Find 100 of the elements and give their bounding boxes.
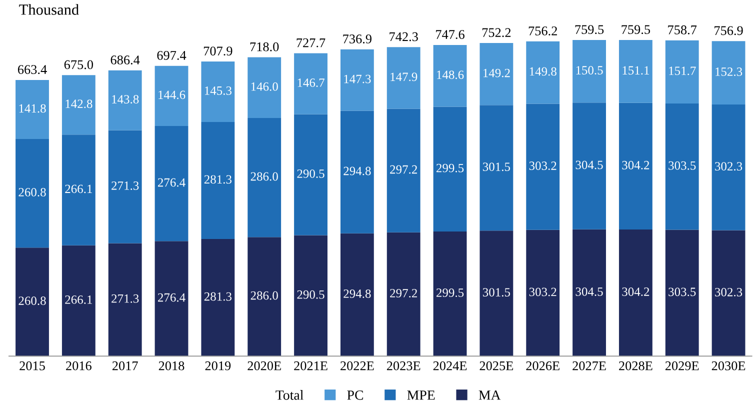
data-label: 304.5 <box>576 160 603 170</box>
data-label: 286.0 <box>250 172 278 181</box>
data-label: 304.5 <box>576 287 603 296</box>
data-label: 276.4 <box>158 178 186 187</box>
x-tick-label: 2019 <box>205 361 231 370</box>
data-label: 150.5 <box>576 66 603 75</box>
data-label: 260.8 <box>18 188 46 196</box>
bar <box>62 245 96 356</box>
data-label: 303.2 <box>529 288 556 296</box>
data-label: 271.3 <box>112 181 139 190</box>
total-label: 759.5 <box>575 25 604 34</box>
data-label: 147.9 <box>390 72 418 82</box>
bar <box>386 232 420 356</box>
total-label: 759.5 <box>622 25 650 34</box>
data-label: 148.6 <box>437 70 464 80</box>
total-label: 758.7 <box>668 25 697 34</box>
x-tick-label: 2025E <box>480 361 514 370</box>
x-tick-label: 2026E <box>526 361 560 370</box>
legend-label: MPE <box>407 390 435 400</box>
bar <box>108 243 142 356</box>
data-label: 303.5 <box>668 161 696 170</box>
data-label: 281.3 <box>204 292 232 301</box>
bar <box>526 230 560 356</box>
x-tick-label: 2028E <box>619 361 652 370</box>
data-label: 294.8 <box>344 166 371 176</box>
bar <box>201 122 235 240</box>
x-tick-label: 2030E <box>712 361 746 370</box>
x-tick-label: 2018 <box>158 361 184 370</box>
x-tick-label: 2020E <box>248 361 281 370</box>
x-tick-label: 2015 <box>20 361 45 370</box>
bar <box>665 230 699 356</box>
bar <box>618 230 652 356</box>
bar <box>712 104 746 230</box>
data-label: 304.2 <box>622 160 650 170</box>
bar <box>433 231 467 356</box>
data-label: 145.3 <box>204 86 232 95</box>
bar <box>108 130 142 244</box>
data-label: 141.8 <box>19 104 46 113</box>
x-tick-label: 2021E <box>294 361 328 370</box>
bar <box>572 229 606 356</box>
data-label: 266.1 <box>65 184 92 194</box>
total-label: 752.2 <box>482 28 511 38</box>
bar <box>294 235 328 356</box>
bar <box>62 134 96 246</box>
bar <box>248 237 282 356</box>
total-label: 686.4 <box>110 56 140 64</box>
x-tick-label: 2029E <box>665 361 699 370</box>
bar <box>526 104 560 230</box>
x-tick-label: 2027E <box>572 361 606 370</box>
bar <box>712 230 746 356</box>
total-label: 663.4 <box>18 65 47 74</box>
bar <box>248 118 282 238</box>
total-label: 727.7 <box>296 38 326 48</box>
total-label: 756.2 <box>528 26 557 36</box>
data-label: 149.8 <box>530 67 556 76</box>
bar <box>480 105 514 231</box>
data-label: 299.5 <box>436 288 464 297</box>
data-label: 260.8 <box>18 296 46 306</box>
data-label: 147.3 <box>344 74 371 84</box>
bar <box>340 233 374 356</box>
legend-label: MA <box>478 390 501 400</box>
data-label: 152.3 <box>716 68 742 76</box>
total-label: 675.0 <box>64 60 94 70</box>
data-label: 294.8 <box>344 289 371 298</box>
data-label: 144.6 <box>158 90 186 100</box>
data-label: 290.5 <box>297 290 324 299</box>
bar <box>340 110 374 234</box>
x-tick-label: 2016 <box>66 361 92 370</box>
bar <box>154 241 188 356</box>
bar <box>16 248 49 356</box>
bar <box>665 103 699 230</box>
data-label: 142.8 <box>66 100 92 108</box>
data-label: 151.1 <box>622 66 650 75</box>
y-axis-title: Thousand <box>19 4 79 15</box>
total-label: 736.9 <box>343 34 372 44</box>
bar <box>154 126 188 242</box>
bar <box>433 106 467 232</box>
total-label: 707.9 <box>204 46 232 56</box>
data-label: 302.3 <box>715 288 742 296</box>
data-label: 302.3 <box>715 162 742 171</box>
data-label: 303.5 <box>668 288 696 296</box>
data-label: 266.1 <box>65 295 92 304</box>
data-label: 271.3 <box>112 294 139 303</box>
data-label: 290.5 <box>297 169 324 178</box>
data-label: 146.7 <box>298 78 324 87</box>
data-label: 304.2 <box>622 288 650 296</box>
bar <box>618 102 652 230</box>
data-label: 301.5 <box>482 162 510 172</box>
bar <box>16 139 49 248</box>
x-tick-label: 2023E <box>386 361 420 370</box>
total-label: 697.4 <box>157 50 186 60</box>
data-label: 301.5 <box>482 288 510 297</box>
total-label: 756.9 <box>714 26 743 36</box>
data-label: 286.0 <box>250 291 278 300</box>
data-label: 297.2 <box>390 165 417 174</box>
legend-label: PC <box>347 390 364 400</box>
bar <box>294 114 328 236</box>
data-label: 146.0 <box>251 82 278 91</box>
total-label: 747.6 <box>436 30 464 40</box>
bar <box>480 230 514 356</box>
